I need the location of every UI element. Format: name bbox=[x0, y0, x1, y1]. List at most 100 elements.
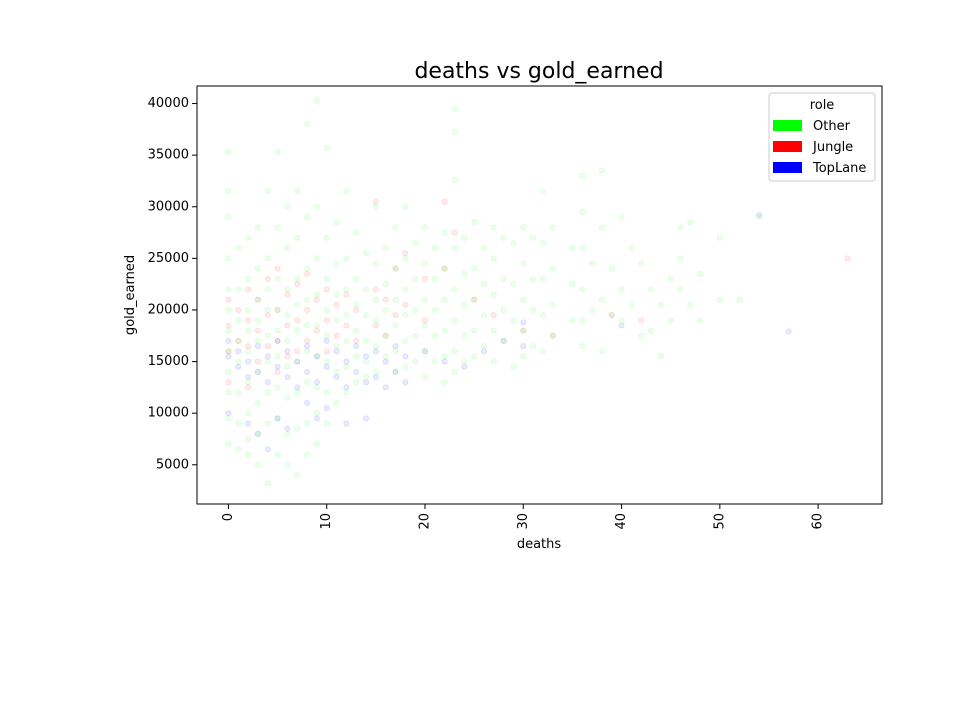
data-point-other bbox=[225, 368, 232, 375]
data-point-other bbox=[412, 332, 419, 339]
x-tick-label: 10 bbox=[319, 513, 334, 530]
data-point-other bbox=[510, 239, 517, 246]
data-point-other bbox=[451, 368, 458, 375]
data-point-other bbox=[245, 306, 252, 313]
data-point-other bbox=[294, 327, 301, 334]
data-point-toplane bbox=[363, 353, 370, 360]
data-point-other bbox=[294, 275, 301, 282]
y-tick-label: 40000 bbox=[148, 96, 189, 111]
data-point-other bbox=[372, 203, 379, 210]
data-point-other bbox=[490, 291, 497, 298]
data-point-other bbox=[353, 379, 360, 386]
data-point-other bbox=[431, 306, 438, 313]
data-point-jungle bbox=[323, 286, 330, 293]
data-point-other bbox=[294, 188, 301, 195]
data-point-toplane bbox=[520, 343, 527, 350]
legend-label-jungle: Jungle bbox=[812, 140, 853, 155]
data-point-other bbox=[451, 348, 458, 355]
data-point-jungle bbox=[372, 286, 379, 293]
data-point-other bbox=[254, 337, 261, 344]
data-point-jungle bbox=[294, 348, 301, 355]
data-point-toplane bbox=[363, 379, 370, 386]
legend-entries: Other Jungle TopLane bbox=[773, 119, 866, 176]
data-point-other bbox=[264, 389, 271, 396]
data-point-other bbox=[402, 312, 409, 319]
legend-label-other: Other bbox=[813, 119, 851, 134]
data-point-toplane bbox=[402, 379, 409, 386]
points-layer bbox=[225, 97, 851, 487]
data-point-other bbox=[392, 265, 399, 272]
data-point-other bbox=[598, 167, 605, 174]
data-point-other bbox=[254, 461, 261, 468]
data-point-other bbox=[294, 358, 301, 365]
data-point-other bbox=[353, 353, 360, 360]
data-point-other bbox=[363, 337, 370, 344]
data-point-jungle bbox=[225, 322, 232, 329]
data-point-jungle bbox=[323, 317, 330, 324]
data-point-toplane bbox=[343, 384, 350, 391]
legend-swatch-jungle bbox=[773, 141, 802, 152]
data-point-other bbox=[225, 415, 232, 422]
data-point-jungle bbox=[549, 332, 556, 339]
data-point-other bbox=[323, 420, 330, 427]
data-point-other bbox=[392, 296, 399, 303]
data-point-other bbox=[461, 358, 468, 365]
data-point-other bbox=[333, 260, 340, 267]
data-point-other bbox=[490, 224, 497, 231]
data-point-other bbox=[363, 250, 370, 257]
data-point-other bbox=[245, 234, 252, 241]
x-tick-label: 40 bbox=[614, 513, 629, 530]
data-point-jungle bbox=[274, 368, 281, 375]
data-point-jungle bbox=[254, 327, 261, 334]
data-point-other bbox=[333, 291, 340, 298]
data-point-jungle bbox=[235, 306, 242, 313]
data-point-other bbox=[235, 358, 242, 365]
data-point-other bbox=[579, 208, 586, 215]
data-point-toplane bbox=[235, 363, 242, 370]
data-point-other bbox=[539, 239, 546, 246]
data-point-toplane bbox=[274, 337, 281, 344]
data-point-other bbox=[313, 203, 320, 210]
data-point-other bbox=[313, 255, 320, 262]
data-point-other bbox=[608, 265, 615, 272]
data-point-other bbox=[284, 394, 291, 401]
data-point-other bbox=[549, 224, 556, 231]
data-point-other bbox=[363, 374, 370, 381]
data-point-toplane bbox=[225, 337, 232, 344]
data-point-other bbox=[402, 255, 409, 262]
data-point-other bbox=[422, 260, 429, 267]
data-point-other bbox=[392, 348, 399, 355]
data-point-toplane bbox=[343, 420, 350, 427]
data-point-other bbox=[510, 363, 517, 370]
data-point-other bbox=[382, 332, 389, 339]
data-point-other bbox=[294, 234, 301, 241]
data-point-other bbox=[254, 368, 261, 375]
data-point-other bbox=[579, 317, 586, 324]
data-point-jungle bbox=[225, 379, 232, 386]
y-tick-label: 5000 bbox=[156, 457, 189, 472]
plot-area-frame bbox=[196, 85, 883, 505]
data-point-other bbox=[225, 214, 232, 221]
data-point-other bbox=[618, 317, 625, 324]
data-point-other bbox=[657, 301, 664, 308]
data-point-toplane bbox=[264, 446, 271, 453]
data-point-other bbox=[638, 332, 645, 339]
data-point-other bbox=[628, 245, 635, 252]
data-point-other bbox=[304, 322, 311, 329]
data-point-other bbox=[254, 224, 261, 231]
data-point-jungle bbox=[382, 332, 389, 339]
data-point-other bbox=[313, 322, 320, 329]
data-point-other bbox=[264, 255, 271, 262]
data-point-other bbox=[667, 275, 674, 282]
data-point-other bbox=[402, 286, 409, 293]
data-point-other bbox=[716, 234, 723, 241]
data-point-other bbox=[461, 270, 468, 277]
data-point-toplane bbox=[372, 374, 379, 381]
data-point-other bbox=[579, 172, 586, 179]
data-point-toplane bbox=[392, 368, 399, 375]
data-point-other bbox=[313, 97, 320, 104]
x-tick-label: 20 bbox=[418, 513, 433, 530]
data-point-other bbox=[372, 296, 379, 303]
data-point-other bbox=[539, 275, 546, 282]
